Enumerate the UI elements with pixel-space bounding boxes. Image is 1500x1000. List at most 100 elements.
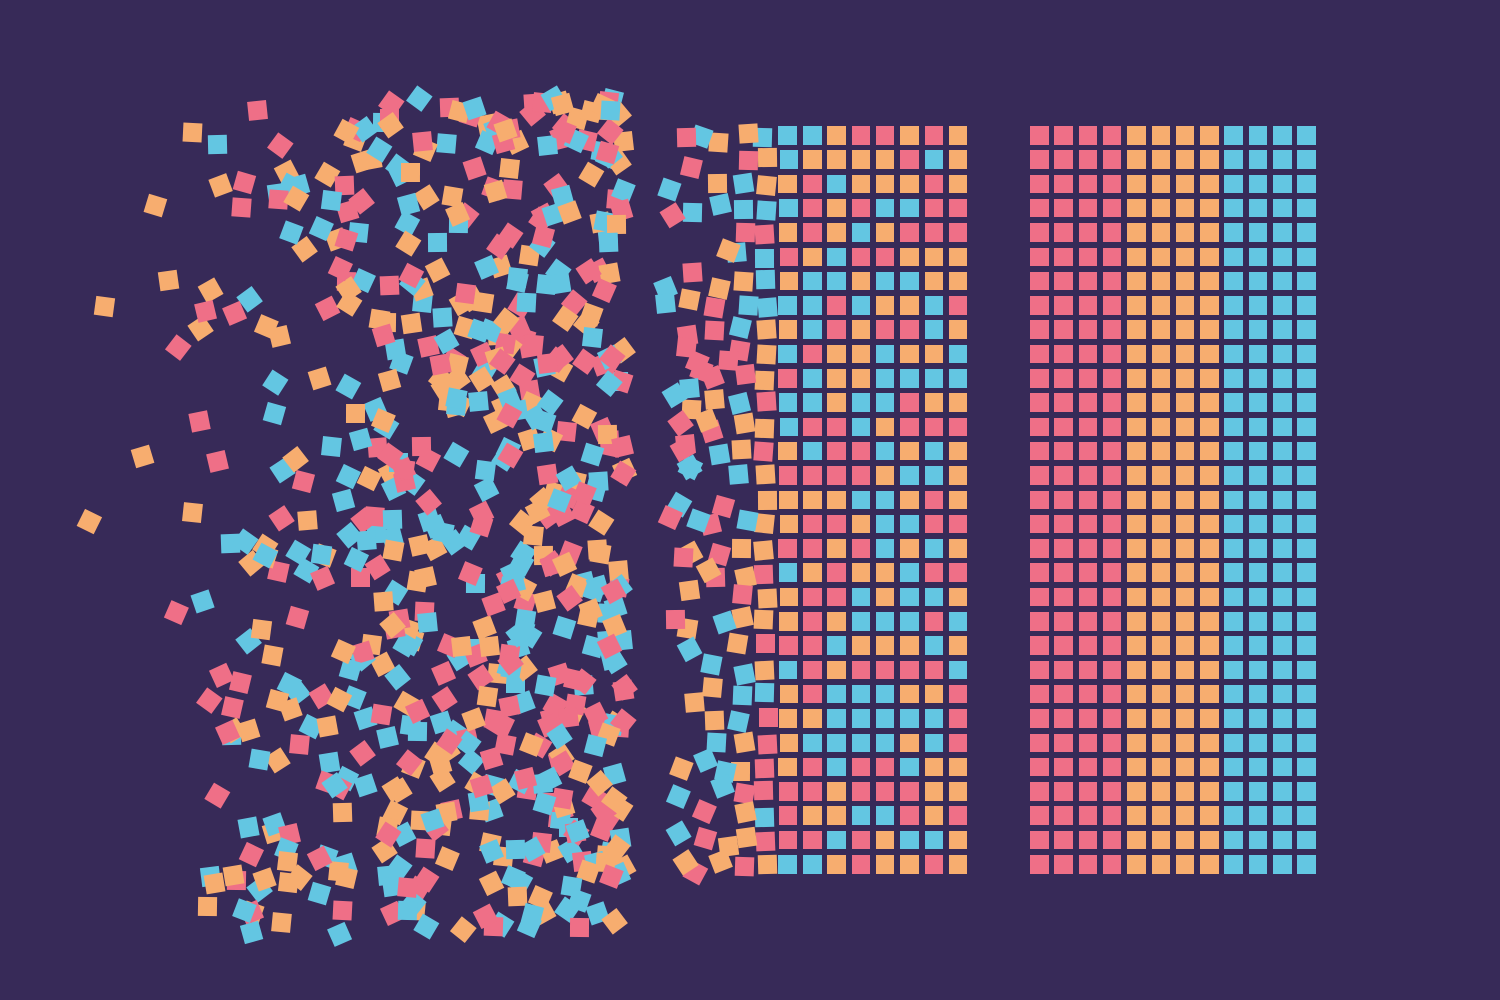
grid-tile xyxy=(778,393,798,412)
sorted-tile xyxy=(1127,174,1146,194)
grid-tile xyxy=(924,247,943,266)
sorted-tile xyxy=(1248,393,1268,412)
grid-tile xyxy=(827,855,846,874)
sorted-tile xyxy=(1102,612,1122,631)
sorted-tile xyxy=(1030,247,1049,266)
sorted-tile xyxy=(1127,466,1146,485)
sorted-tile xyxy=(1248,830,1268,850)
grid-tile xyxy=(948,709,968,728)
grid-tile xyxy=(779,247,799,266)
sorted-tile xyxy=(1273,271,1292,291)
sorted-tile xyxy=(1200,612,1219,631)
grid-tile xyxy=(948,296,968,315)
sorted-tile xyxy=(1127,417,1146,437)
sorted-tile xyxy=(1175,174,1195,194)
grid-tile xyxy=(900,636,919,655)
sorted-tile xyxy=(1297,150,1316,169)
sorted-tile xyxy=(1224,393,1243,412)
grid-tile xyxy=(924,174,943,194)
sorted-tile xyxy=(1200,296,1219,315)
sorted-tile xyxy=(1102,150,1122,169)
grid-tile xyxy=(803,271,822,291)
sorted-tile xyxy=(1127,612,1146,631)
sorted-tile xyxy=(1030,223,1049,242)
sorted-tile xyxy=(1078,855,1098,874)
sorted-tile xyxy=(1297,393,1316,412)
grid-tile xyxy=(924,490,943,509)
sorted-tile xyxy=(1248,198,1268,218)
sorted-tile xyxy=(1151,441,1170,461)
sorted-tile xyxy=(1030,709,1049,728)
sorted-tile xyxy=(1175,733,1195,752)
sorted-tile xyxy=(1175,855,1195,874)
grid-tile xyxy=(851,369,871,388)
grid-tile xyxy=(851,490,871,509)
grid-tile xyxy=(851,441,871,461)
sorted-tile xyxy=(1248,855,1268,874)
grid-tile xyxy=(827,223,846,242)
sorted-tile xyxy=(1054,466,1073,485)
grid-tile xyxy=(948,563,968,582)
grid-tile xyxy=(778,539,797,558)
grid-tile xyxy=(924,417,943,437)
grid-tile xyxy=(778,369,797,388)
sorted-tile xyxy=(1248,126,1268,145)
sorted-tile xyxy=(1127,247,1146,266)
sorted-tile xyxy=(1248,806,1268,825)
grid-tile xyxy=(900,830,919,850)
sorted-tile xyxy=(1078,684,1098,704)
grid-tile xyxy=(851,320,871,339)
sorted-tile xyxy=(1030,612,1049,631)
sorted-tile xyxy=(1297,612,1316,631)
sorted-tile xyxy=(1248,466,1268,485)
sorted-tile xyxy=(1224,587,1243,607)
grid-tile xyxy=(948,223,968,242)
sorted-tile xyxy=(1078,126,1098,145)
sorted-tile xyxy=(1102,344,1122,364)
sorted-tile xyxy=(1248,490,1268,509)
sorted-tile xyxy=(1297,126,1316,145)
grid-tile xyxy=(803,393,822,412)
grid-tile xyxy=(875,514,895,534)
sorted-tile xyxy=(1151,490,1170,509)
grid-tile xyxy=(827,150,846,169)
sorted-tile xyxy=(1297,830,1316,850)
grid-tile xyxy=(948,174,968,194)
sorted-tile xyxy=(1200,320,1219,339)
grid-tile xyxy=(924,150,943,169)
grid-tile xyxy=(948,271,968,291)
sorted-tile xyxy=(1175,806,1195,825)
sorted-tile xyxy=(1248,223,1268,242)
grid-tile xyxy=(827,587,846,607)
sorted-tile xyxy=(1054,174,1073,194)
grid-tile xyxy=(875,539,895,558)
sorted-tile xyxy=(1030,150,1049,169)
grid-tile xyxy=(900,271,919,291)
sorted-tile xyxy=(1200,417,1219,437)
grid-tile xyxy=(779,490,798,509)
sorted-tile xyxy=(1200,636,1219,655)
grid-tile xyxy=(948,126,968,145)
sorted-tile xyxy=(1297,223,1316,242)
sorted-tile xyxy=(1151,587,1170,607)
sorted-tile xyxy=(1054,150,1073,169)
sorted-tile xyxy=(1200,466,1219,485)
sorted-tile xyxy=(1297,320,1316,339)
grid-tile xyxy=(827,733,846,752)
grid-tile xyxy=(851,174,871,194)
grid-tile xyxy=(875,344,895,364)
grid-tile xyxy=(851,709,871,728)
sorted-tile xyxy=(1102,490,1122,509)
grid-tile xyxy=(875,660,895,680)
sorted-tile xyxy=(1078,174,1098,194)
sorted-tile xyxy=(1078,490,1098,509)
grid-tile xyxy=(827,539,846,558)
sorted-tile xyxy=(1151,223,1170,242)
sorted-tile xyxy=(1030,636,1049,655)
sorted-tile xyxy=(1297,733,1316,752)
sorted-tile xyxy=(1273,174,1292,194)
grid-tile xyxy=(779,150,799,169)
sorted-tile xyxy=(1054,709,1073,728)
grid-tile xyxy=(851,855,871,874)
sorted-tile xyxy=(1200,393,1219,412)
